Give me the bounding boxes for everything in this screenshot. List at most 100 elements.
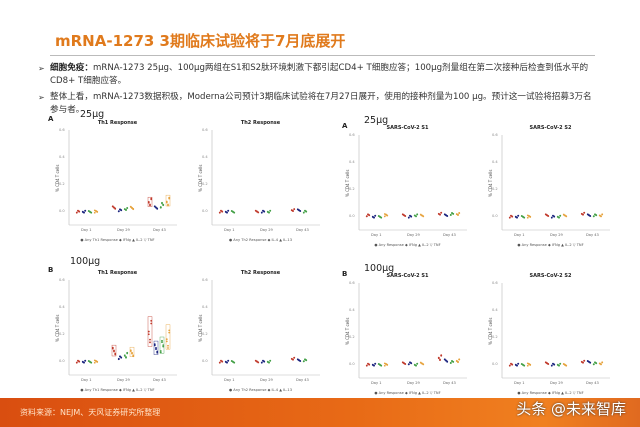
y-tick: 0.6 (492, 133, 498, 137)
y-tick: 0.2 (59, 332, 65, 337)
y-tick: 0.6 (59, 128, 65, 132)
x-tick: Day 29 (117, 228, 130, 232)
chart-title: Th1 Response (97, 270, 138, 276)
x-tick: Day 1 (81, 228, 92, 232)
x-tick: Day 43 (443, 233, 456, 237)
y-tick: 0.2 (492, 187, 498, 192)
y-tick: 0.0 (349, 214, 355, 219)
panel-label-right-a: A (342, 122, 348, 130)
bullet-text: 整体上看，mRNA-1273数据积极，Moderna公司预计3期临床试验将在7月… (50, 92, 592, 115)
chart-legend: ● Any Response ◆ IFNg ▲ IL-2 ▽ TNF (374, 391, 441, 395)
x-tick: Day 43 (296, 228, 309, 232)
x-tick: Day 29 (407, 381, 420, 385)
chart-legend: ● Any Th1 Response ◆ IFNg ▲ IL-2 ▽ TNF (80, 238, 155, 242)
y-tick: 0.0 (202, 359, 208, 364)
x-tick: Day 1 (514, 381, 525, 385)
x-tick: Day 43 (443, 381, 456, 385)
footer-bar: 资料来源：NEJM、天风证券研究所整理 头条 @未来智库 (0, 398, 640, 427)
x-tick: Day 29 (550, 381, 563, 385)
y-tick: 0.0 (492, 362, 498, 367)
chart-title: SARS-CoV-2 S2 (529, 125, 572, 131)
x-tick: Day 29 (260, 378, 273, 382)
y-tick: 0.4 (202, 305, 208, 310)
chart-legend: ● Any Response ◆ IFNg ▲ IL-2 ▽ TNF (374, 243, 441, 247)
chart-title: Th2 Response (240, 270, 281, 276)
chart-legend: ● Any Th2 Response ◆ IL-4 ▲ IL-13 (229, 388, 292, 392)
scatter-chart: Th2 Response% CD4 T cells 0.6 0.4 0.2 0.0 Day… (198, 120, 323, 245)
y-tick: 0.6 (202, 278, 208, 282)
y-tick: 0.0 (349, 362, 355, 367)
x-tick: Day 29 (407, 233, 420, 237)
y-tick: 0.6 (202, 128, 208, 132)
y-tick: 0.2 (349, 187, 355, 192)
bullet-label: 细胞免疫： (50, 63, 93, 73)
chart-legend: ● Any Th1 Response ◆ IFNg ▲ IL-2 ▽ TNF (80, 388, 155, 392)
y-tick: 0.6 (59, 278, 65, 282)
x-tick: Day 43 (153, 228, 166, 232)
title-divider (50, 55, 595, 56)
bullet-item: ➢ 整体上看，mRNA-1273数据积极，Moderna公司预计3期临床试验将在… (38, 91, 598, 117)
y-tick: 0.6 (349, 281, 355, 285)
chart-title: SARS-CoV-2 S2 (529, 273, 572, 279)
scatter-chart: SARS-CoV-2 S2% CD4 T cells 0.6 0.4 0.2 0.0 Da… (488, 273, 613, 398)
source-note: 资料来源：NEJM、天风证券研究所整理 (20, 408, 161, 417)
dose-label-right-b: 100μg (364, 263, 395, 274)
chart-legend: ● Any Response ◆ IFNg ▲ IL-2 ▽ TNF (517, 243, 584, 247)
bullet-item: ➢ 细胞免疫：mRNA-1273 25μg、100μg两组在S1和S2肽环境刺激… (38, 62, 598, 88)
x-tick: Day 1 (514, 233, 525, 237)
panel-label-right-b: B (342, 270, 348, 278)
y-tick: 0.0 (202, 209, 208, 214)
arrow-bullet-icon: ➢ (38, 93, 45, 102)
y-tick: 0.2 (202, 182, 208, 187)
chart-title: Th2 Response (240, 120, 281, 126)
y-tick: 0.4 (59, 155, 65, 160)
bullet-list: ➢ 细胞免疫：mRNA-1273 25μg、100μg两组在S1和S2肽环境刺激… (38, 62, 598, 120)
panel-label-left-b: B (48, 266, 54, 274)
scatter-chart: Th1 Response% CD4 T cells 0.6 0.4 0.2 0.0 Day… (55, 120, 180, 245)
chart-legend: ● Any Response ◆ IFNg ▲ IL-2 ▽ TNF (517, 391, 584, 395)
x-tick: Day 1 (371, 381, 382, 385)
y-tick: 0.2 (349, 335, 355, 340)
y-tick: 0.0 (492, 214, 498, 219)
y-tick: 0.2 (492, 335, 498, 340)
scatter-chart: Th2 Response% CD4 T cells 0.6 0.4 0.2 0.0 Day… (198, 270, 323, 395)
y-tick: 0.4 (492, 308, 498, 313)
y-tick: 0.4 (59, 305, 65, 310)
chart-title: SARS-CoV-2 S1 (386, 125, 429, 131)
x-tick: Day 29 (117, 378, 130, 382)
scatter-chart: SARS-CoV-2 S2% CD4 T cells 0.6 0.4 0.2 0.0 Da… (488, 125, 613, 250)
y-tick: 0.6 (349, 133, 355, 137)
y-tick: 0.2 (202, 332, 208, 337)
y-tick: 0.0 (59, 359, 65, 364)
slide-title: mRNA-1273 3期临床试验将于7月底展开 (55, 32, 346, 50)
y-tick: 0.4 (349, 308, 355, 313)
y-tick: 0.4 (492, 160, 498, 165)
dose-label-left-a: 25μg (80, 109, 105, 120)
x-tick: Day 29 (550, 233, 563, 237)
chart-legend: ● Any Th2 Response ◆ IL-4 ▲ IL-13 (229, 238, 292, 242)
x-tick: Day 43 (586, 233, 599, 237)
y-tick: 0.4 (349, 160, 355, 165)
x-tick: Day 1 (224, 228, 235, 232)
dose-label-left-b: 100μg (70, 256, 101, 267)
watermark: 头条 @未来智库 (516, 400, 626, 418)
x-tick: Day 1 (224, 378, 235, 382)
bullet-text: mRNA-1273 25μg、100μg两组在S1和S2肽环境刺激下都引起CD4… (50, 63, 589, 86)
y-tick: 0.6 (492, 281, 498, 285)
x-tick: Day 29 (260, 228, 273, 232)
chart-title: Th1 Response (97, 120, 138, 126)
y-tick: 0.2 (59, 182, 65, 187)
panel-label-left-a: A (48, 115, 54, 123)
scatter-chart: Th1 Response% CD4 T cells 0.6 0.4 0.2 0.0 Day… (55, 270, 180, 395)
scatter-chart: SARS-CoV-2 S1% CD4 T cells 0.6 0.4 0.2 0.0 Da… (345, 273, 470, 398)
y-tick: 0.4 (202, 155, 208, 160)
x-tick: Day 43 (586, 381, 599, 385)
x-tick: Day 43 (153, 378, 166, 382)
x-tick: Day 1 (81, 378, 92, 382)
arrow-bullet-icon: ➢ (38, 64, 45, 73)
x-tick: Day 1 (371, 233, 382, 237)
y-tick: 0.0 (59, 209, 65, 214)
dose-label-right-a: 25μg (364, 115, 389, 126)
x-tick: Day 43 (296, 378, 309, 382)
scatter-chart: SARS-CoV-2 S1% CD4 T cells 0.6 0.4 0.2 0.0 Da… (345, 125, 470, 250)
